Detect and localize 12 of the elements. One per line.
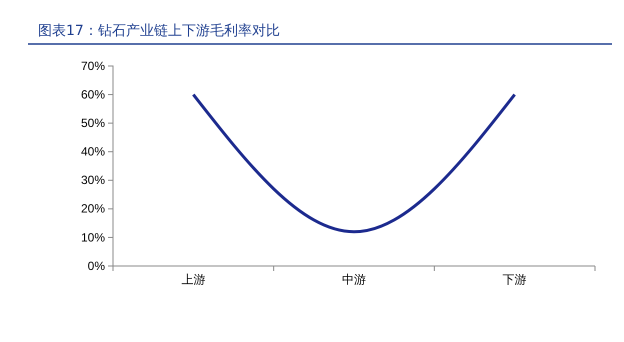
x-tick-label: 中游: [342, 272, 366, 287]
y-tick-label: 50%: [80, 116, 106, 130]
y-tick-label: 10%: [80, 230, 106, 244]
y-tick-label: 40%: [80, 144, 106, 159]
y-tick-label: 20%: [80, 202, 106, 216]
y-tick-label: 60%: [80, 87, 106, 102]
y-tick-label: 30%: [80, 173, 106, 188]
y-tick-label: 0%: [88, 258, 106, 273]
y-tick-label: 70%: [80, 58, 106, 73]
chart-title: 图表17：钻石产业链上下游毛利率对比: [38, 23, 280, 39]
x-tick-label: 上游: [181, 272, 206, 287]
x-tick-label: 下游: [502, 272, 527, 287]
